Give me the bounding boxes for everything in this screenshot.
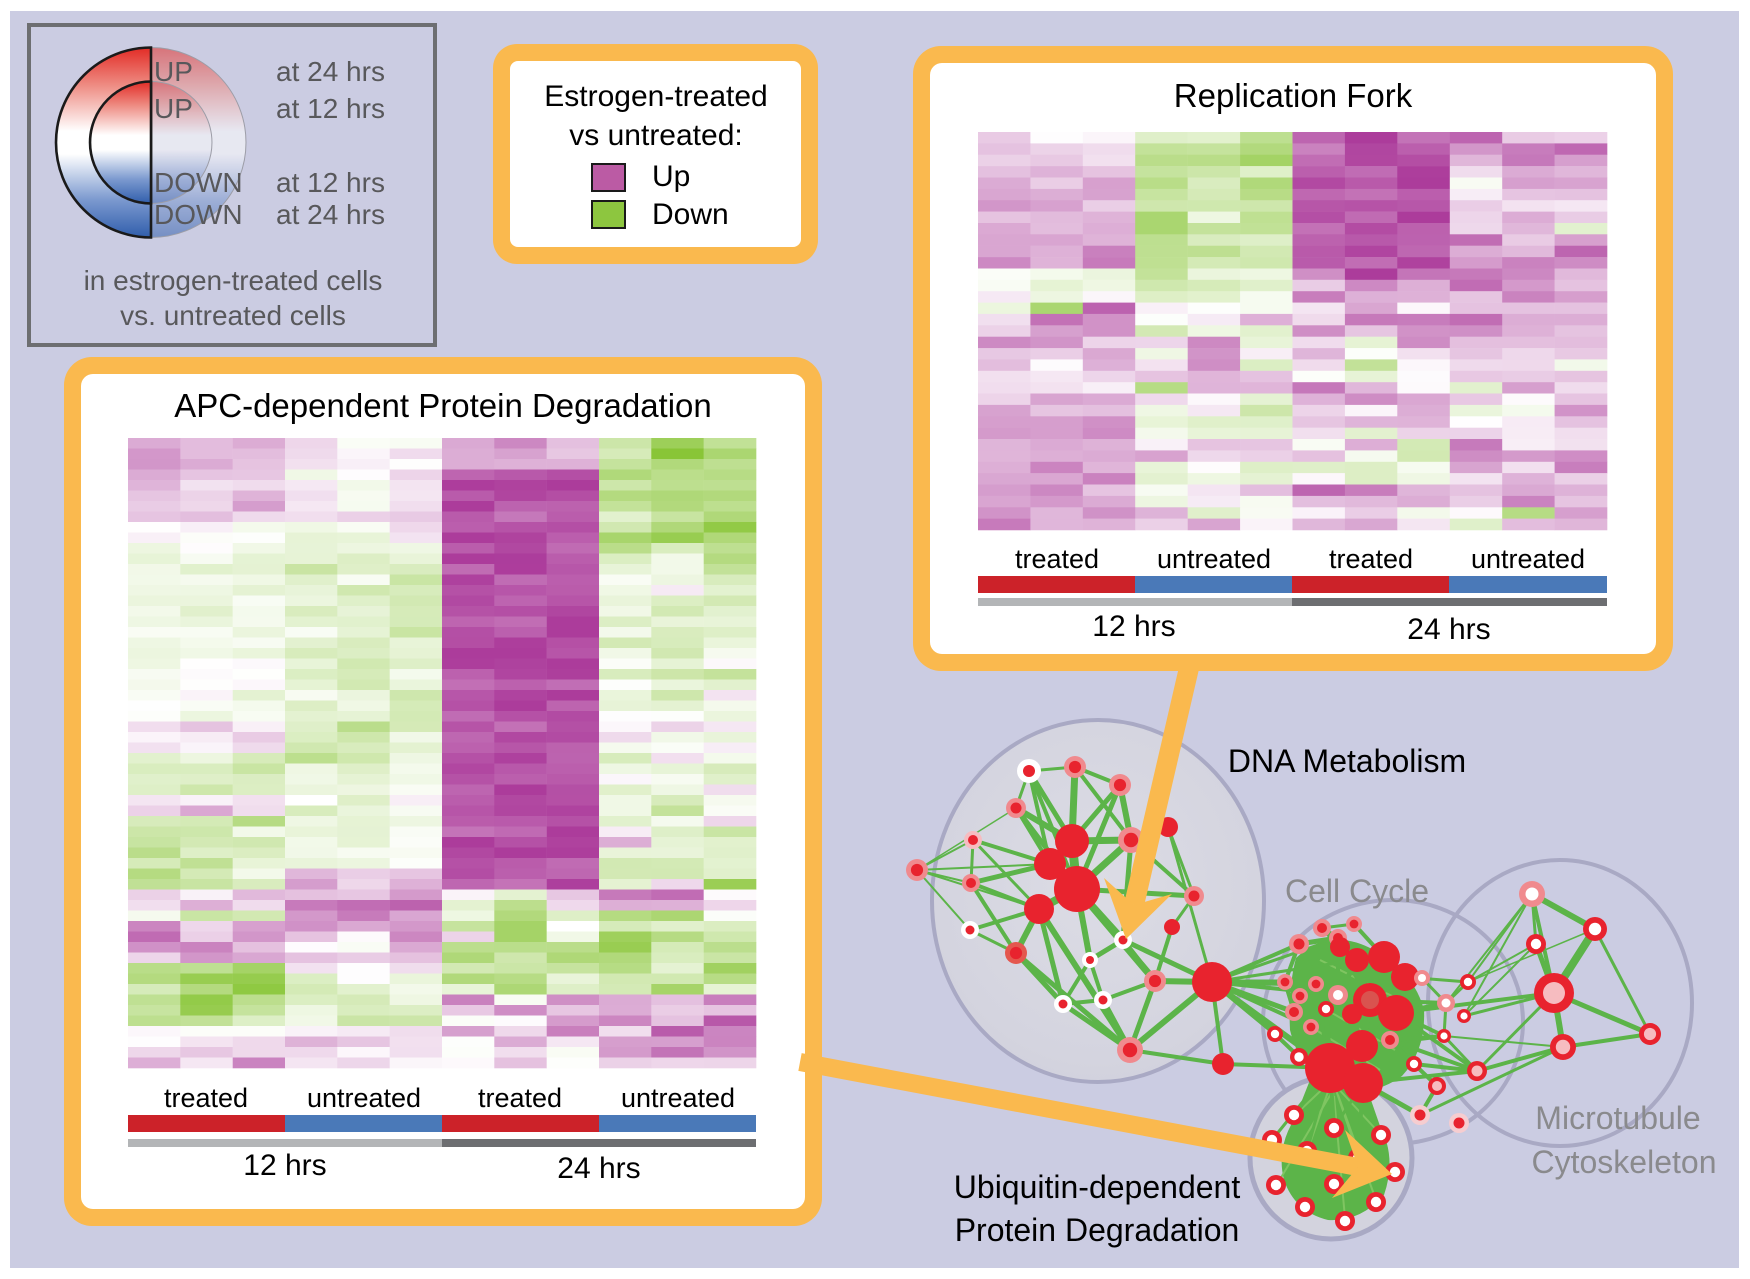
svg-text:treated: treated	[1329, 544, 1413, 574]
svg-text:Down: Down	[652, 198, 729, 231]
svg-text:Ubiquitin-dependent: Ubiquitin-dependent	[954, 1169, 1241, 1205]
svg-text:Replication Fork: Replication Fork	[1174, 77, 1413, 114]
svg-text:treated: treated	[164, 1083, 248, 1113]
svg-text:at 12 hrs: at 12 hrs	[276, 93, 385, 124]
svg-text:DOWN: DOWN	[154, 167, 243, 198]
svg-text:UP: UP	[154, 93, 193, 124]
svg-text:Up: Up	[652, 160, 690, 193]
svg-text:Protein Degradation: Protein Degradation	[955, 1212, 1240, 1248]
svg-text:at 24 hrs: at 24 hrs	[276, 199, 385, 230]
svg-text:Microtubule: Microtubule	[1535, 1100, 1700, 1136]
svg-text:untreated: untreated	[307, 1083, 421, 1113]
svg-text:at 24 hrs: at 24 hrs	[276, 56, 385, 87]
svg-text:treated: treated	[478, 1083, 562, 1113]
svg-text:DOWN: DOWN	[154, 199, 243, 230]
svg-text:untreated: untreated	[621, 1083, 735, 1113]
svg-text:UP: UP	[154, 56, 193, 87]
svg-text:untreated: untreated	[1471, 544, 1585, 574]
svg-text:24 hrs: 24 hrs	[1407, 613, 1490, 646]
svg-text:Cytoskeleton: Cytoskeleton	[1532, 1144, 1717, 1180]
svg-text:APC-dependent Protein Degradat: APC-dependent Protein Degradation	[174, 387, 712, 424]
svg-text:DNA Metabolism: DNA Metabolism	[1228, 743, 1466, 779]
svg-text:24 hrs: 24 hrs	[557, 1152, 640, 1185]
svg-text:in estrogen-treated cells: in estrogen-treated cells	[84, 265, 383, 296]
svg-text:vs untreated:: vs untreated:	[569, 119, 742, 152]
svg-text:Cell Cycle: Cell Cycle	[1285, 873, 1429, 909]
svg-text:12 hrs: 12 hrs	[243, 1149, 326, 1182]
svg-text:untreated: untreated	[1157, 544, 1271, 574]
svg-text:vs. untreated cells: vs. untreated cells	[120, 300, 346, 331]
svg-text:treated: treated	[1015, 544, 1099, 574]
svg-text:12 hrs: 12 hrs	[1092, 610, 1175, 643]
svg-text:Estrogen-treated: Estrogen-treated	[544, 80, 767, 113]
svg-text:at 12 hrs: at 12 hrs	[276, 167, 385, 198]
